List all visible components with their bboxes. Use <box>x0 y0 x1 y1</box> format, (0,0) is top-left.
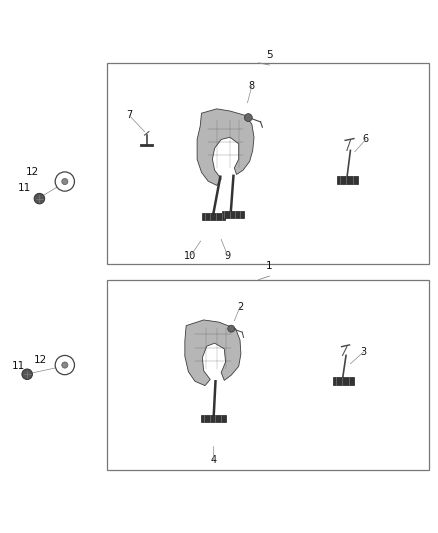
Text: 12: 12 <box>26 167 39 177</box>
Text: 9: 9 <box>225 251 231 261</box>
Circle shape <box>22 369 32 379</box>
Circle shape <box>55 356 74 375</box>
Text: 12: 12 <box>34 355 47 365</box>
Bar <box>333 377 354 385</box>
Circle shape <box>62 362 68 368</box>
Circle shape <box>244 114 252 122</box>
Circle shape <box>62 179 68 184</box>
Text: 8: 8 <box>249 81 255 91</box>
Text: 4: 4 <box>210 455 216 465</box>
Text: 7: 7 <box>126 110 132 120</box>
Text: 6: 6 <box>363 134 369 144</box>
Polygon shape <box>197 109 254 185</box>
Bar <box>222 211 244 218</box>
Circle shape <box>55 172 74 191</box>
Bar <box>201 415 226 422</box>
Circle shape <box>228 325 235 332</box>
Bar <box>107 280 429 470</box>
Bar <box>107 63 429 264</box>
Text: 11: 11 <box>18 183 31 192</box>
Polygon shape <box>185 320 241 386</box>
Bar <box>337 176 358 184</box>
Text: 3: 3 <box>360 347 367 357</box>
Text: 1: 1 <box>266 261 273 271</box>
Text: 10: 10 <box>184 251 197 261</box>
Text: 11: 11 <box>12 361 25 372</box>
Bar <box>202 213 225 220</box>
Text: 5: 5 <box>266 50 273 60</box>
Text: 2: 2 <box>237 302 243 312</box>
Circle shape <box>34 193 45 204</box>
